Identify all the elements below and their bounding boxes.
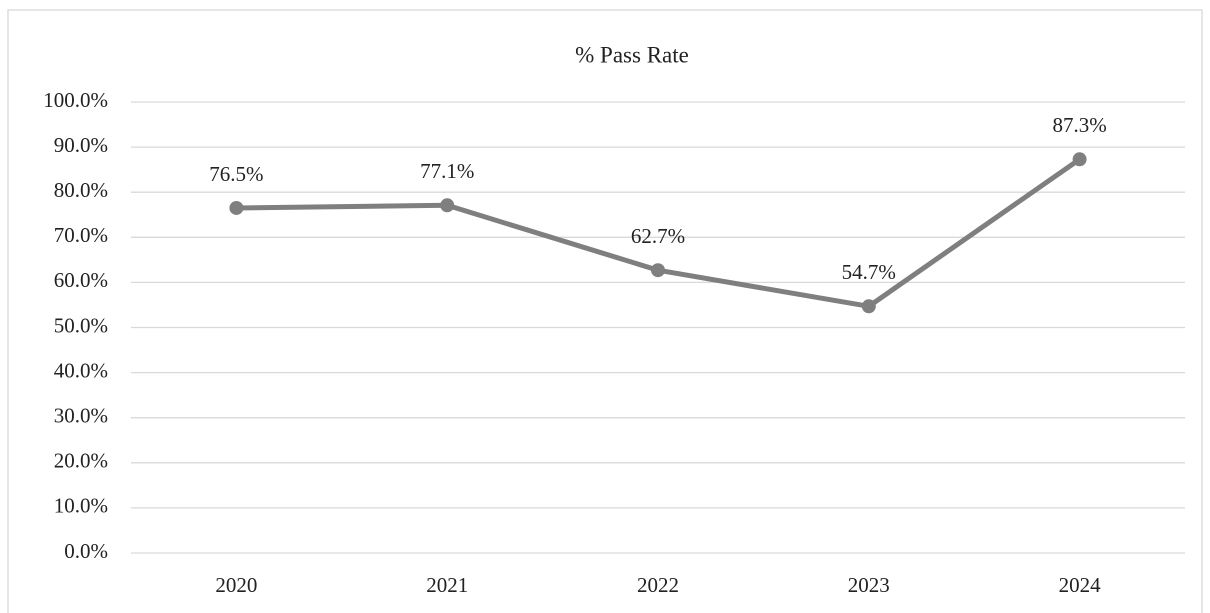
data-label: 54.7% xyxy=(842,260,896,284)
y-tick-label: 20.0% xyxy=(54,449,108,473)
marker xyxy=(1072,152,1087,167)
y-tick-label: 90.0% xyxy=(54,133,108,157)
marker xyxy=(651,263,665,278)
marker xyxy=(229,200,244,215)
chart-border xyxy=(7,9,1203,613)
y-tick-label: 10.0% xyxy=(54,494,108,518)
y-tick-label: 80.0% xyxy=(54,178,108,202)
x-tick-label: 2020 xyxy=(215,573,257,597)
x-tick-label: 2023 xyxy=(848,573,890,597)
y-tick-label: 50.0% xyxy=(54,313,108,337)
data-label: 77.1% xyxy=(420,159,474,183)
data-label: 76.5% xyxy=(209,162,263,186)
x-tick-label: 2022 xyxy=(637,573,679,597)
x-tick-label: 2021 xyxy=(426,573,468,597)
chart-title: % Pass Rate xyxy=(575,42,689,67)
y-tick-label: 100.0% xyxy=(43,88,108,112)
y-tick-label: 30.0% xyxy=(54,404,108,428)
y-tick-label: 60.0% xyxy=(54,268,108,292)
y-tick-label: 0.0% xyxy=(64,539,108,563)
data-label: 87.3% xyxy=(1052,113,1106,137)
marker xyxy=(440,198,455,213)
data-label: 62.7% xyxy=(631,224,685,248)
y-tick-label: 40.0% xyxy=(54,358,108,382)
marker xyxy=(861,299,876,314)
x-tick-label: 2024 xyxy=(1059,573,1102,597)
y-tick-label: 70.0% xyxy=(54,223,108,247)
